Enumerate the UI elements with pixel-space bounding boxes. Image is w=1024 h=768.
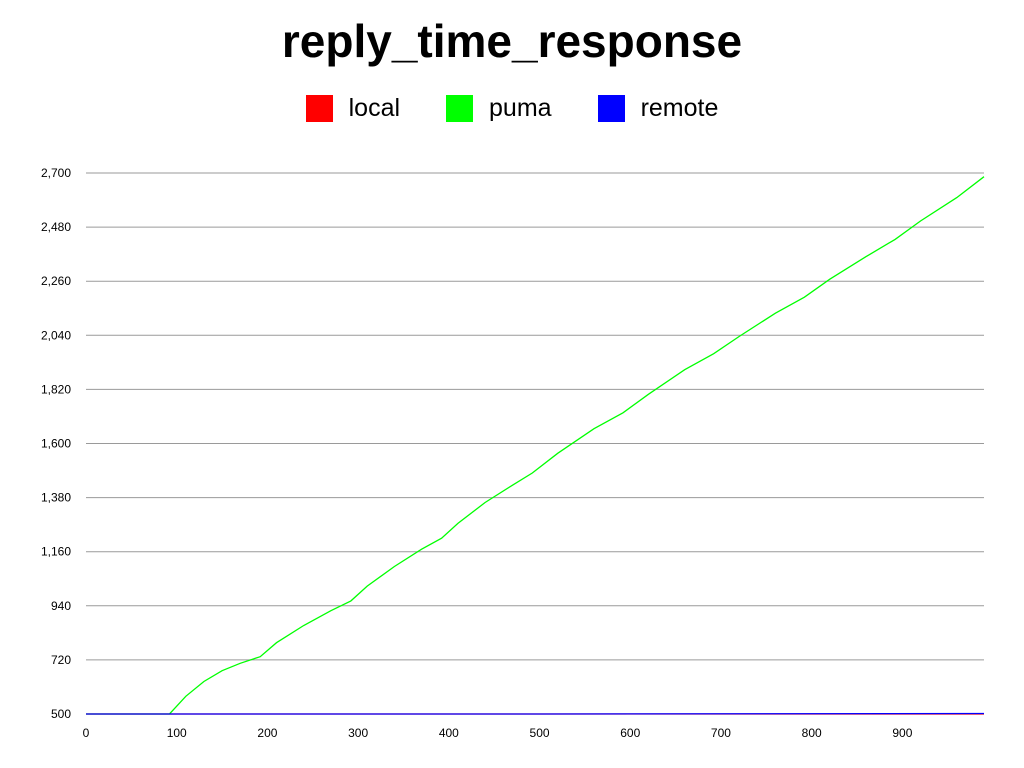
legend-label-puma: puma — [489, 93, 552, 122]
series-lines — [86, 176, 985, 715]
x-tick-label: 400 — [439, 726, 459, 740]
y-axis-ticks: 500 720 940 1,160 1,380 1,600 1,820 2,040 2,260 2… — [41, 166, 71, 721]
x-tick-label: 800 — [802, 726, 822, 740]
y-tick-label: 2,040 — [41, 328, 71, 342]
y-tick-label: 940 — [51, 599, 71, 613]
grid-lines — [86, 172, 984, 715]
y-tick-label: 2,480 — [41, 220, 71, 234]
legend-label-remote: remote — [640, 93, 719, 122]
y-tick-label: 2,260 — [41, 274, 71, 288]
x-tick-label: 300 — [348, 726, 368, 740]
x-tick-label: 500 — [530, 726, 550, 740]
legend-item-local: local — [305, 92, 401, 124]
legend-swatch-remote — [597, 94, 625, 122]
legend: local puma remote — [0, 92, 1024, 124]
series-line-puma — [86, 176, 985, 715]
x-tick-label: 0 — [83, 726, 90, 740]
y-tick-label: 1,380 — [41, 491, 71, 505]
x-tick-label: 200 — [257, 726, 277, 740]
x-tick-label: 900 — [892, 726, 912, 740]
y-tick-label: 1,600 — [41, 437, 71, 451]
legend-item-puma: puma — [446, 92, 552, 124]
legend-label-local: local — [348, 93, 401, 122]
legend-item-remote: remote — [597, 92, 719, 124]
y-tick-label: 2,700 — [41, 166, 71, 180]
legend-swatch-puma — [446, 94, 474, 122]
y-tick-label: 1,160 — [41, 545, 71, 559]
x-tick-label: 100 — [167, 726, 187, 740]
series-line-remote — [86, 712, 985, 715]
chart-title: reply_time_response — [281, 15, 743, 67]
y-tick-label: 500 — [51, 707, 71, 721]
x-tick-label: 600 — [620, 726, 640, 740]
x-tick-label: 700 — [711, 726, 731, 740]
legend-swatch-local — [305, 94, 333, 122]
y-tick-label: 1,820 — [41, 382, 71, 396]
x-axis-ticks: 0 100 200 300 400 500 600 700 800 900 — [83, 726, 913, 740]
y-tick-label: 720 — [51, 653, 71, 667]
